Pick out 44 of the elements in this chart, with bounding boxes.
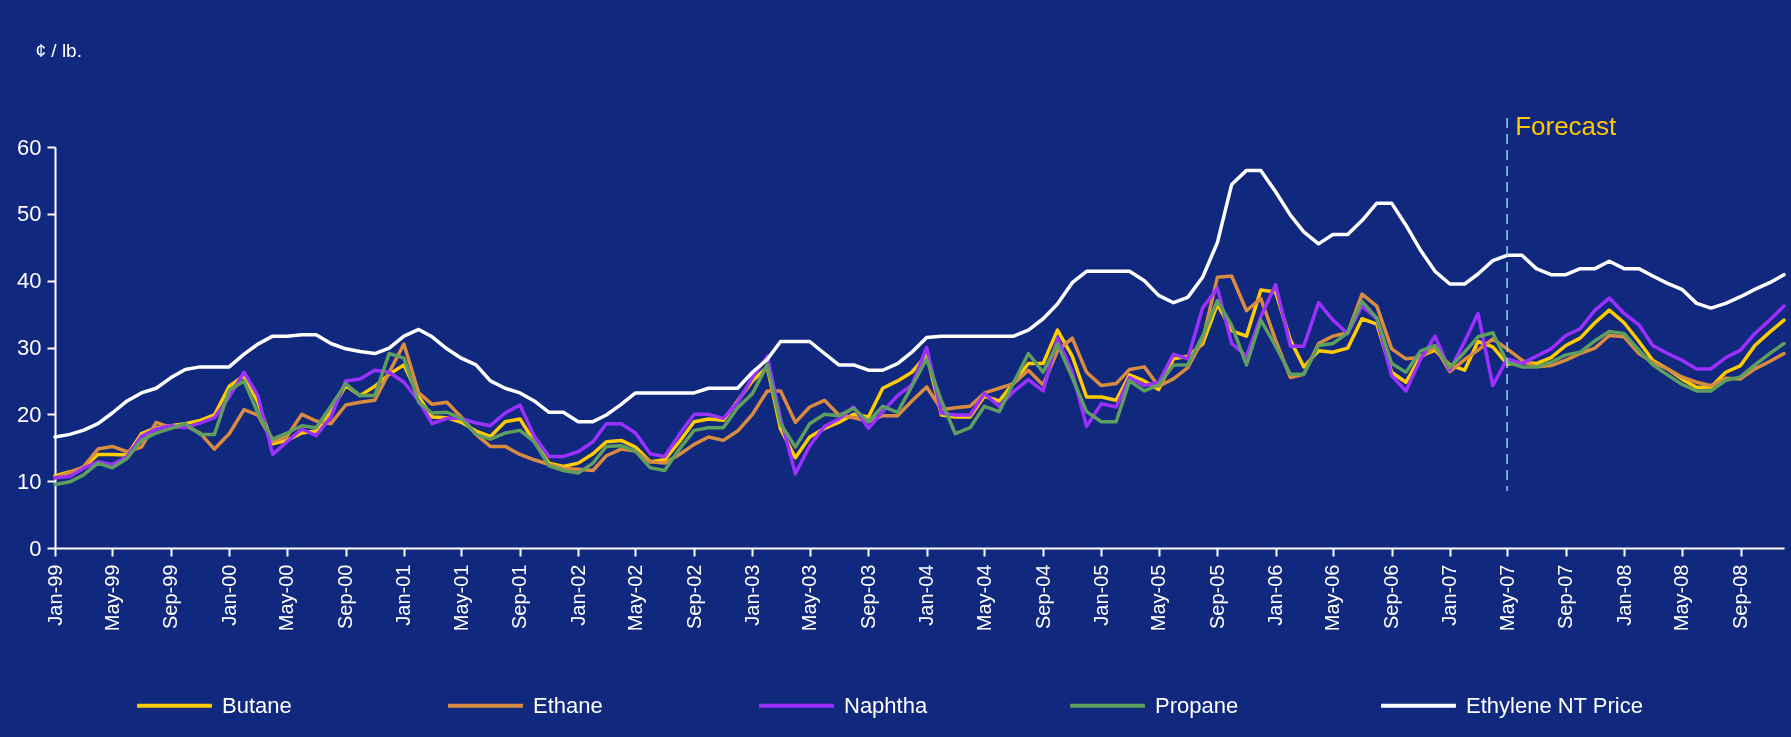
y-tick-label: 0 [29, 535, 42, 561]
x-tick-label: May-08 [1670, 564, 1693, 632]
y-tick-label: 30 [17, 335, 42, 360]
x-tick-label: Sep-00 [334, 564, 357, 629]
legend-label: Naphtha [844, 692, 928, 718]
x-tick-label: Sep-06 [1380, 564, 1403, 629]
x-tick-label: Sep-01 [508, 564, 531, 629]
x-tick-label: Jan-01 [392, 564, 415, 626]
y-tick-label: 40 [17, 268, 42, 294]
ref-line-label: Forecast [1515, 111, 1618, 141]
x-tick-label: Jan-00 [217, 564, 240, 626]
x-tick-label: Sep-99 [159, 564, 182, 629]
x-tick-label: May-99 [100, 564, 123, 632]
x-tick-label: Sep-04 [1031, 564, 1054, 629]
x-tick-label: May-00 [275, 564, 298, 632]
y-axis-title: ¢ / lb. [35, 39, 82, 61]
x-tick-label: May-01 [449, 564, 472, 632]
x-tick-label: May-02 [623, 564, 646, 632]
legend-label: Ethylene NT Price [1466, 692, 1643, 718]
x-tick-label: May-05 [1147, 564, 1170, 632]
y-tick-label: 60 [17, 134, 42, 160]
x-tick-label: Sep-02 [682, 564, 705, 629]
x-tick-label: Jan-05 [1089, 564, 1112, 626]
x-tick-label: May-07 [1495, 564, 1518, 632]
x-tick-label: Jan-02 [566, 564, 589, 626]
y-tick-label: 20 [17, 401, 42, 427]
x-tick-label: Jan-06 [1264, 564, 1287, 626]
x-tick-label: Sep-03 [856, 564, 879, 629]
x-tick-label: Jan-99 [43, 564, 66, 626]
x-tick-label: May-04 [972, 564, 995, 632]
x-tick-label: Sep-08 [1729, 564, 1752, 629]
x-tick-label: Sep-05 [1205, 564, 1228, 629]
x-tick-label: Jan-03 [740, 564, 763, 626]
x-tick-label: Sep-07 [1554, 564, 1577, 629]
x-tick-label: Jan-08 [1612, 564, 1635, 626]
x-tick-label: May-06 [1321, 564, 1344, 632]
x-tick-label: May-03 [798, 564, 821, 632]
x-tick-label: Jan-07 [1438, 564, 1461, 626]
legend-label: Propane [1155, 692, 1239, 718]
y-tick-label: 50 [17, 201, 42, 227]
legend-label: Butane [222, 692, 292, 718]
legend-label: Ethane [533, 692, 603, 718]
x-tick-label: Jan-04 [915, 564, 938, 626]
y-tick-label: 10 [17, 468, 42, 494]
